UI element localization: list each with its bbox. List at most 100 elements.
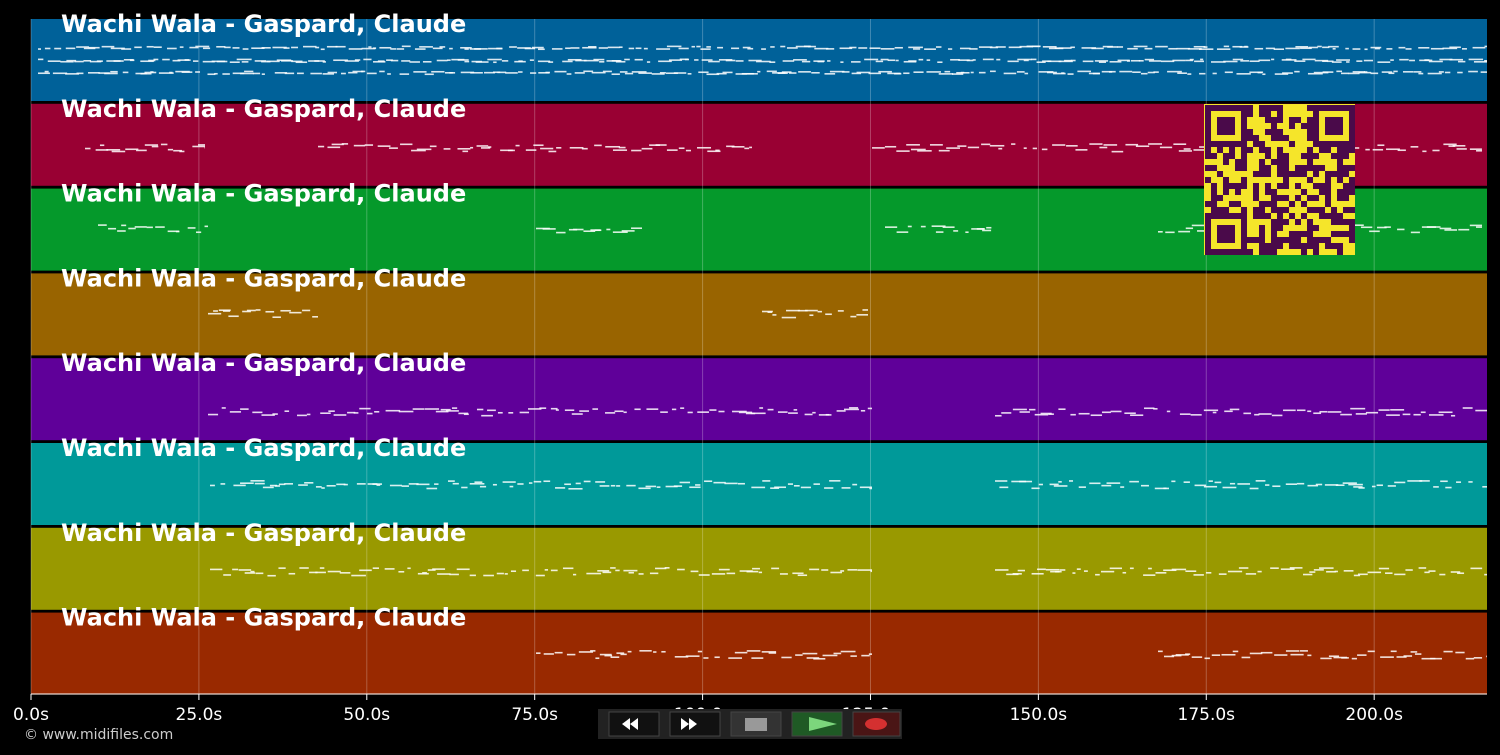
note <box>1470 567 1483 570</box>
note <box>1198 48 1214 50</box>
qr-cell <box>1343 165 1349 171</box>
note <box>1407 480 1423 482</box>
note <box>1144 47 1153 50</box>
qr-cell <box>1319 165 1325 171</box>
note <box>566 653 576 656</box>
qr-cell <box>1307 207 1313 213</box>
qr-cell <box>1259 249 1265 255</box>
note <box>747 47 754 50</box>
note <box>250 480 265 482</box>
note <box>1178 150 1192 152</box>
qr-cell <box>1283 207 1289 213</box>
qr-cell <box>1253 141 1259 147</box>
note <box>431 70 445 73</box>
note <box>1409 59 1415 62</box>
note <box>101 45 115 48</box>
note <box>595 657 600 660</box>
note <box>340 72 346 75</box>
note <box>1203 46 1208 48</box>
note <box>1307 72 1323 75</box>
qr-cell <box>1235 249 1241 255</box>
note <box>524 47 536 50</box>
note <box>801 60 811 63</box>
note <box>1274 654 1288 656</box>
note <box>1171 568 1187 571</box>
note <box>1243 412 1252 415</box>
qr-cell <box>1289 237 1295 243</box>
note <box>38 72 50 75</box>
note <box>726 145 735 148</box>
note <box>766 70 777 73</box>
note <box>352 70 364 73</box>
note <box>978 46 993 48</box>
note <box>875 60 884 63</box>
note <box>223 574 232 576</box>
qr-cell <box>1229 153 1235 159</box>
note <box>474 481 483 483</box>
note <box>1473 61 1487 63</box>
note <box>1193 149 1205 151</box>
note <box>1216 48 1231 50</box>
note <box>1110 410 1122 413</box>
note <box>1377 61 1391 63</box>
note <box>1042 60 1052 62</box>
note <box>1007 60 1019 63</box>
note <box>280 309 291 312</box>
note <box>1430 657 1442 660</box>
qr-cell <box>1241 141 1247 147</box>
qr-cell <box>1343 141 1349 147</box>
note <box>1418 46 1430 49</box>
qr-cell <box>1289 141 1295 147</box>
note <box>389 484 402 487</box>
note <box>434 483 439 485</box>
qr-cell <box>1307 159 1313 165</box>
qr-cell <box>1283 237 1289 243</box>
note <box>1439 573 1446 576</box>
note <box>626 484 636 487</box>
qr-cell <box>1313 171 1319 177</box>
note <box>106 149 121 151</box>
note <box>1177 72 1187 75</box>
note <box>536 652 541 654</box>
qr-cell <box>1247 135 1253 141</box>
note <box>1484 573 1487 576</box>
qr-cell <box>1313 195 1319 201</box>
note <box>565 47 571 50</box>
note <box>1439 58 1453 61</box>
note <box>800 486 811 489</box>
note <box>1101 484 1112 487</box>
qr-cell <box>1205 177 1211 183</box>
note <box>649 144 660 146</box>
qr-cell <box>1277 147 1283 153</box>
note <box>1108 71 1113 73</box>
note <box>1367 650 1375 653</box>
qr-cell <box>1331 231 1337 237</box>
note <box>458 412 469 415</box>
note <box>213 310 218 312</box>
note <box>1031 487 1040 490</box>
note <box>698 71 709 74</box>
note <box>150 71 154 73</box>
note <box>666 149 678 151</box>
qr-cell <box>1337 141 1343 147</box>
note <box>331 143 344 146</box>
note <box>210 568 223 571</box>
note <box>579 410 589 412</box>
note <box>488 47 503 50</box>
note <box>1258 59 1271 62</box>
qr-cell <box>1283 177 1289 183</box>
note <box>1410 651 1418 653</box>
note <box>599 653 612 656</box>
qr-cell <box>1211 141 1217 147</box>
qr-cell <box>1343 153 1349 159</box>
note <box>986 226 992 229</box>
note <box>508 412 514 414</box>
qr-cell <box>1331 105 1337 111</box>
note <box>1239 46 1249 48</box>
note <box>1090 414 1103 417</box>
note <box>809 314 814 317</box>
note <box>1440 480 1448 483</box>
note <box>1358 487 1365 489</box>
qr-cell <box>1259 243 1265 249</box>
note <box>88 46 100 49</box>
